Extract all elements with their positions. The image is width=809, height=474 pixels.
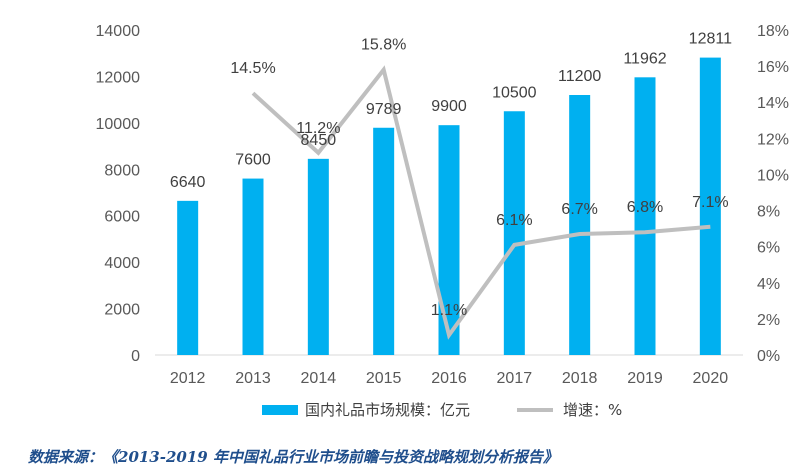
left-tick-label: 6000 (104, 209, 140, 226)
x-tick-label: 2016 (431, 370, 467, 387)
bar-value-label: 11962 (623, 50, 666, 67)
bar-value-label: 9900 (431, 98, 467, 115)
left-tick-label: 4000 (104, 255, 140, 272)
bar-value-label: 9789 (366, 101, 402, 118)
x-axis: 2012 2013 2014 2015 2016 2017 2018 2019 2020 (155, 354, 743, 387)
right-tick-label: 6% (757, 240, 780, 257)
bar-value-label: 11200 (558, 68, 601, 85)
right-tick-label: 16% (757, 59, 789, 76)
left-tick-label: 8000 (104, 162, 140, 179)
legend-swatch-bar (262, 405, 298, 415)
x-tick-label: 2018 (562, 370, 598, 387)
left-y-axis: 0 2000 4000 6000 8000 10000 12000 14000 (96, 23, 141, 365)
data-labels: 6640 7600 8450 9789 9900 10500 11200 11962 12811… (170, 31, 732, 320)
right-tick-label: 14% (757, 95, 789, 112)
x-tick-label: 2019 (627, 370, 663, 387)
left-tick-label: 0 (131, 348, 140, 365)
right-y-axis: 0% 2% 4% 6% 8% 10% 12% 14% 16% 18% (757, 23, 789, 365)
right-tick-label: 4% (757, 276, 780, 293)
x-tick-label: 2013 (235, 370, 271, 387)
right-tick-label: 18% (757, 23, 789, 40)
bar (634, 77, 656, 355)
bar-value-label: 12811 (689, 31, 732, 48)
x-tick-label: 2015 (366, 370, 402, 387)
x-tick-label: 2014 (301, 370, 337, 387)
source-note: 数据来源：《2013-2019 年中国礼品行业市场前瞻与投资战略规划分析报告》 (28, 448, 558, 466)
right-tick-label: 10% (757, 167, 789, 184)
growth-value-label: 11.2% (296, 120, 340, 137)
growth-value-label: 15.8% (361, 37, 406, 54)
line-series (251, 65, 711, 340)
bar-value-label: 6640 (170, 174, 206, 191)
bar (699, 57, 721, 356)
legend: 国内礼品市场规模：亿元 增速：% (262, 401, 622, 419)
bar (307, 158, 329, 355)
bar-value-label: 10500 (492, 84, 537, 101)
bar (503, 111, 525, 355)
left-tick-label: 14000 (96, 23, 141, 40)
right-tick-label: 2% (757, 312, 780, 329)
bar (438, 125, 460, 355)
bar-value-label: 8450 (301, 132, 337, 149)
bar (242, 178, 264, 355)
growth-value-label: 1.1% (431, 302, 467, 319)
growth-value-label: 7.1% (692, 194, 728, 211)
bar (373, 127, 395, 355)
growth-line (251, 65, 711, 340)
bar (177, 200, 199, 355)
growth-value-label: 14.5% (230, 60, 275, 77)
left-tick-label: 2000 (104, 302, 140, 319)
growth-value-label: 6.1% (496, 212, 532, 229)
right-tick-label: 12% (757, 131, 789, 148)
right-tick-label: 0% (757, 348, 780, 365)
bar-series (177, 57, 721, 356)
bar-value-label: 7600 (235, 152, 271, 169)
x-tick-label: 2012 (170, 370, 206, 387)
left-tick-label: 12000 (96, 69, 141, 86)
growth-value-label: 6.8% (627, 199, 663, 216)
x-tick-label: 2020 (693, 370, 729, 387)
right-tick-label: 8% (757, 204, 780, 221)
growth-value-label: 6.7% (561, 201, 597, 218)
left-tick-label: 10000 (96, 116, 141, 133)
legend-label-bar: 国内礼品市场规模：亿元 (305, 401, 470, 419)
bar (569, 95, 591, 355)
x-tick-label: 2017 (497, 370, 533, 387)
legend-label-line: 增速：% (563, 401, 622, 419)
